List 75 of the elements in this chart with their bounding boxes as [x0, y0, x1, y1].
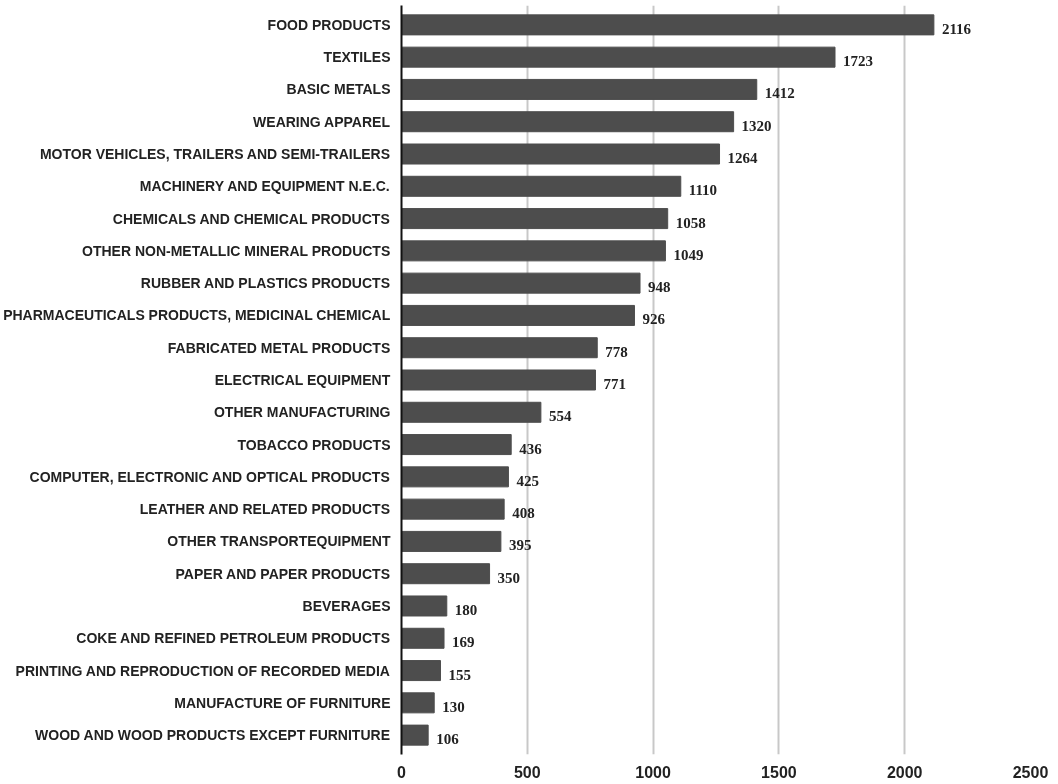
- bar: [401, 175, 682, 197]
- y-tick-label: PHARMACEUTICALS PRODUCTS, MEDICINAL CHEMICAL: [3, 307, 391, 324]
- y-tick-label: BEVERAGES: [302, 597, 391, 614]
- y-tick-label: FABRICATED METAL PRODUCTS: [167, 339, 391, 356]
- y-tick-label: BASIC METALS: [286, 81, 391, 98]
- data-label: 1723: [843, 53, 874, 70]
- data-label: 1049: [673, 246, 704, 263]
- bar: [401, 466, 509, 488]
- y-tick-label: FOOD PRODUCTS: [267, 16, 391, 33]
- bar: [401, 78, 758, 100]
- bar: [401, 369, 596, 391]
- data-label: 1412: [764, 85, 795, 102]
- bar: [401, 692, 435, 714]
- y-tick-label: MANUFACTURE OF FURNITURE: [174, 694, 391, 711]
- data-label: 771: [603, 376, 626, 392]
- data-label: 130: [442, 698, 465, 715]
- x-tick-label: 1000: [635, 763, 671, 781]
- y-tick-label: LEATHER AND RELATED PRODUCTS: [139, 501, 390, 518]
- bar: [401, 660, 441, 682]
- y-tick-label: RUBBER AND PLASTICS PRODUCTS: [140, 275, 390, 292]
- x-tick-label: 0: [397, 763, 407, 781]
- data-label: 554: [548, 408, 572, 425]
- data-label: 1264: [727, 150, 759, 167]
- data-label: 948: [648, 279, 671, 296]
- data-label: 106: [436, 731, 460, 748]
- y-tick-label: WOOD AND WOOD PRODUCTS EXCEPT FURNITURE: [35, 727, 390, 744]
- data-label: 778: [605, 343, 628, 360]
- y-tick-label: PRINTING AND REPRODUCTION OF RECORDED MEDIA: [15, 662, 390, 679]
- bar: [401, 111, 735, 133]
- x-tick-label: 2500: [1012, 763, 1049, 781]
- bar: [401, 627, 445, 649]
- y-tick-label: TOBACCO PRODUCTS: [237, 436, 391, 453]
- bar: [401, 272, 641, 294]
- bar: [401, 240, 666, 262]
- data-label: 2116: [941, 20, 972, 37]
- data-label: 395: [508, 537, 532, 554]
- y-tick-label: PAPER AND PAPER PRODUCTS: [175, 565, 390, 582]
- bar: [401, 304, 635, 326]
- bar: [401, 498, 505, 520]
- data-label: 425: [516, 472, 539, 489]
- data-label: 169: [452, 634, 475, 651]
- bar: [401, 434, 512, 456]
- bar: [401, 530, 502, 552]
- bar: [401, 14, 935, 36]
- y-tick-label: COKE AND REFINED PETROLEUM PRODUCTS: [76, 630, 390, 647]
- x-tick-label: 2000: [886, 763, 923, 781]
- y-tick-label: MOTOR VEHICLES, TRAILERS AND SEMI-TRAILERS: [39, 146, 390, 163]
- bar: [401, 208, 669, 230]
- bar: [401, 337, 598, 359]
- data-label: 408: [512, 505, 535, 522]
- bar: [401, 401, 542, 423]
- data-label: 155: [448, 666, 471, 683]
- x-tick-label: 500: [513, 763, 541, 781]
- data-label: 1320: [741, 117, 772, 134]
- bar: [401, 595, 448, 617]
- bar: [401, 143, 721, 165]
- y-tick-label: ELECTRICAL EQUIPMENT: [214, 372, 391, 388]
- data-label: 1110: [688, 182, 718, 199]
- bar: [401, 563, 491, 585]
- data-label: 180: [454, 601, 478, 618]
- y-tick-label: OTHER TRANSPORTEQUIPMENT: [167, 533, 391, 550]
- y-tick-label: OTHER NON-METALLIC MINERAL PRODUCTS: [82, 242, 391, 259]
- y-tick-label: OTHER MANUFACTURING: [213, 404, 391, 421]
- bar: [401, 724, 429, 746]
- y-tick-label: MACHINERY AND EQUIPMENT N.E.C.: [139, 178, 390, 195]
- y-tick-label: CHEMICALS AND CHEMICAL PRODUCTS: [112, 210, 390, 227]
- bar: [401, 46, 836, 68]
- data-label: 350: [497, 569, 521, 586]
- x-tick-label: 1500: [761, 763, 797, 781]
- data-label: 436: [519, 440, 543, 457]
- data-label: 926: [642, 311, 666, 328]
- y-tick-label: COMPUTER, ELECTRONIC AND OPTICAL PRODUCTS: [29, 468, 390, 485]
- data-label: 1058: [675, 214, 706, 231]
- y-tick-label: TEXTILES: [323, 49, 391, 66]
- y-tick-label: WEARING APPAREL: [253, 113, 391, 130]
